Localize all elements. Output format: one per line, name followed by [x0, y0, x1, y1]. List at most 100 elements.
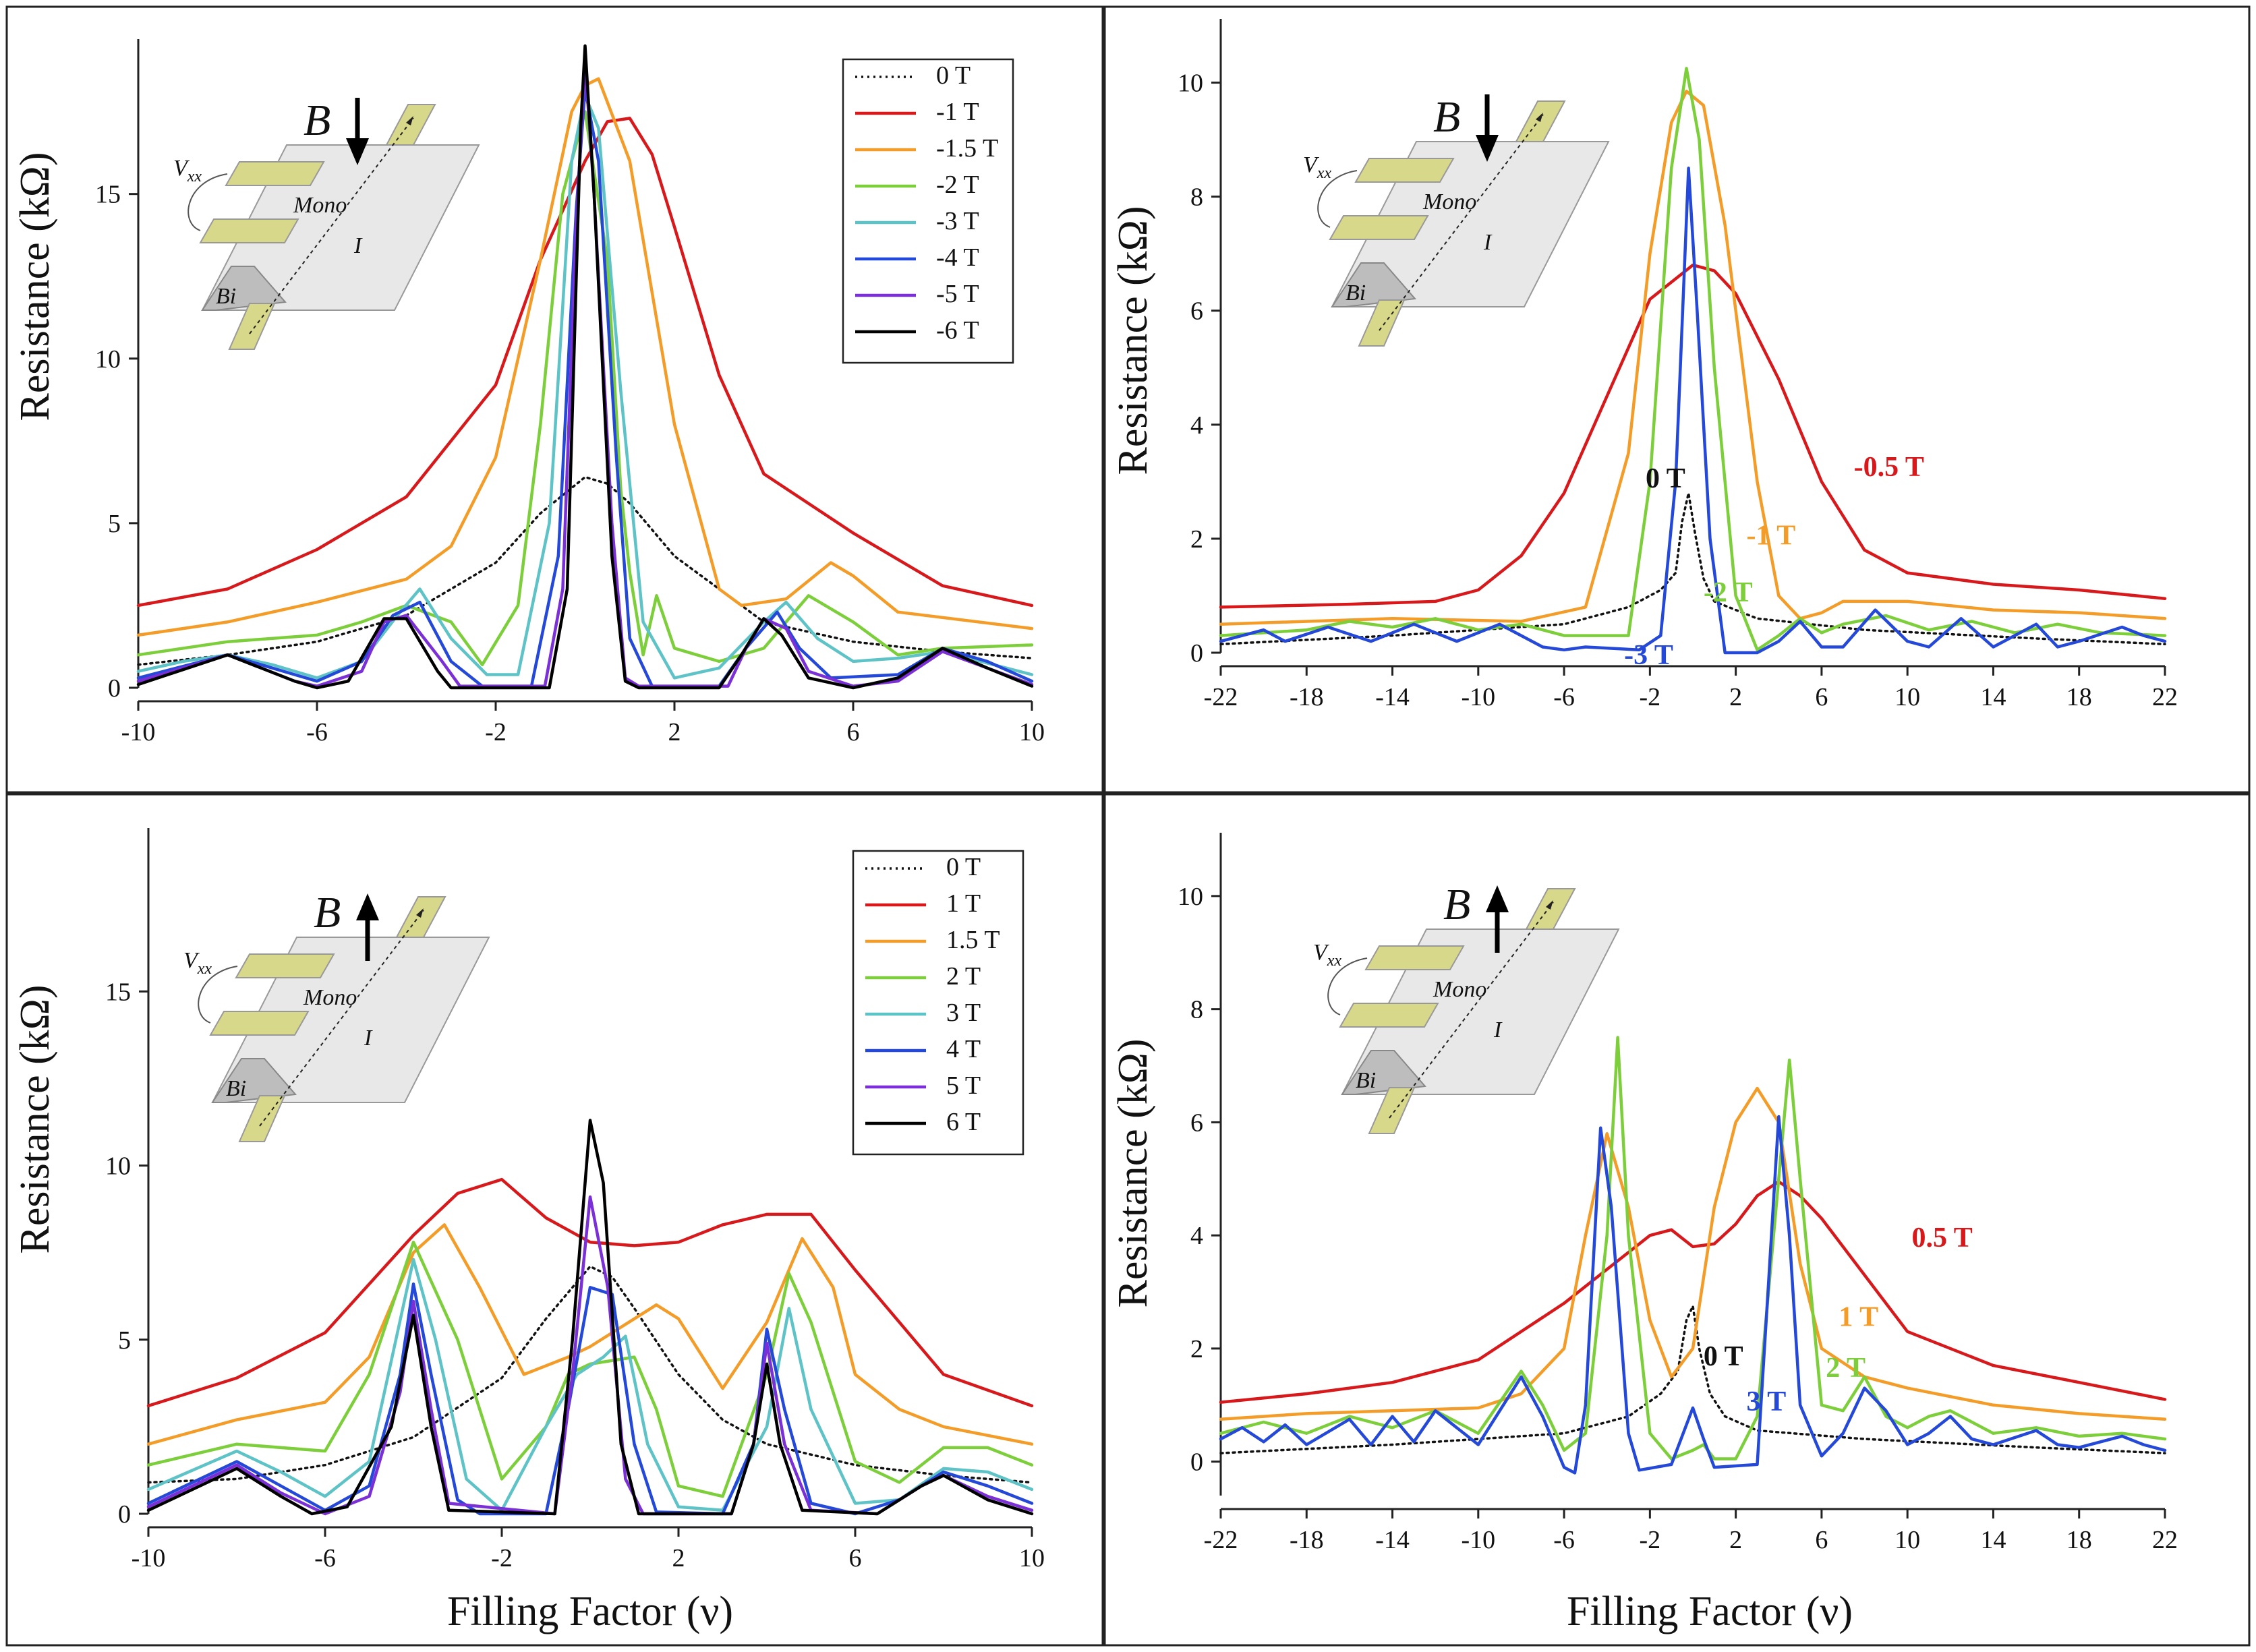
current-label: I: [353, 233, 363, 258]
x-tick-label: -10: [132, 1544, 166, 1572]
y-tick-label: 6: [1190, 297, 1203, 326]
x-tick-label: -18: [1290, 683, 1324, 711]
legend-label: 1 T: [946, 889, 981, 918]
legend-label: 6 T: [946, 1108, 981, 1136]
x-tick-label: 6: [847, 718, 860, 746]
x-tick-label: 14: [1980, 1526, 2006, 1554]
y-tick-label: 8: [1190, 996, 1203, 1024]
x-tick-label: -18: [1290, 1526, 1324, 1554]
y-tick-label: 15: [95, 181, 121, 209]
field-arrow-up-icon: [1486, 885, 1509, 912]
x-tick-label: -6: [1553, 683, 1575, 711]
device-contact-pad: [1339, 1003, 1439, 1028]
y-tick-label: 4: [1190, 1222, 1203, 1250]
current-path-line: [1379, 114, 1544, 331]
x-tick-label: -6: [314, 1544, 336, 1572]
y-axis-title-top-left: Resistance (kΩ): [12, 152, 58, 421]
mono-label: Mono: [293, 193, 347, 218]
x-tick-label: 2: [1729, 1526, 1742, 1554]
mono-label: Mono: [303, 985, 357, 1010]
curve-annotation: 1 T: [1839, 1301, 1878, 1332]
panel-top-right: -22 -18 -14 -10 -6 -2 2 6 10 14 18 220246810VxxMono…: [1178, 19, 2178, 711]
y-tick-label: 10: [1178, 883, 1203, 911]
vxx-subscript: xx: [1317, 165, 1332, 182]
curve-annotation: -1 T: [1747, 520, 1796, 551]
series-line-2T: [146, 1240, 1034, 1498]
legend-label: 5 T: [946, 1071, 981, 1100]
curve-annotation: 0 T: [1646, 463, 1685, 494]
current-path-line: [249, 117, 414, 334]
device-monolayer: [211, 937, 490, 1103]
current-path-line: [1389, 902, 1554, 1119]
x-tick-label: 14: [1980, 683, 2006, 711]
y-axis-title-bottom-right: Resistance (kΩ): [1110, 1038, 1156, 1307]
panel-frame-bottom-left: [5, 793, 1104, 1647]
legend-label: 2 T: [946, 962, 981, 991]
series-line-0T: [1219, 492, 2166, 646]
legend-box: [852, 850, 1024, 1156]
series-line--6T: [136, 44, 1034, 690]
y-tick-label: 10: [105, 1152, 131, 1181]
voltage-probe-wire: [1317, 170, 1358, 228]
series-line--2T: [136, 110, 1034, 667]
panel-frame-bottom-right: [1103, 793, 2251, 1647]
x-tick-label: -2: [485, 718, 507, 746]
x-tick-label: -14: [1375, 1526, 1410, 1554]
field-arrow-up-icon: [356, 893, 379, 920]
device-monolayer: [1341, 928, 1620, 1095]
y-tick-label: 15: [105, 978, 131, 1006]
device-contact-pad: [1364, 945, 1465, 970]
legend-label: -1 T: [936, 98, 979, 126]
series-line-1T: [146, 1177, 1034, 1408]
x-tick-label: 18: [2066, 683, 2092, 711]
device-contact-pad: [1354, 158, 1455, 183]
series-line-6T: [146, 1119, 1034, 1516]
x-tick-label: 22: [2152, 683, 2178, 711]
legend-label: 0 T: [936, 61, 971, 90]
y-axis-title-bottom-left: Resistance (kΩ): [12, 984, 58, 1253]
x-tick-label: -14: [1375, 683, 1410, 711]
x-tick-label: 22: [2152, 1526, 2178, 1554]
field-label: B: [1443, 880, 1470, 929]
voltage-probe-wire: [198, 966, 238, 1024]
y-tick-label: 0: [108, 674, 121, 703]
legend-label: -4 T: [936, 243, 979, 272]
y-tick-label: 4: [1190, 411, 1203, 440]
series-line-1p5T: [146, 1223, 1034, 1446]
y-tick-label: 6: [1190, 1109, 1203, 1137]
series-line-3T: [1219, 1115, 2167, 1475]
mono-label: Mono: [1433, 977, 1486, 1002]
series-line--1T: [1219, 89, 2167, 626]
x-tick-label: -6: [306, 718, 328, 746]
y-tick-label: 5: [108, 510, 121, 538]
current-arrow-icon: [1546, 900, 1553, 910]
y-tick-label: 2: [1190, 525, 1203, 554]
x-tick-label: 6: [1815, 683, 1828, 711]
bi-label: Bi: [1356, 1068, 1376, 1093]
device-contact-pad: [1329, 215, 1429, 240]
x-axis-title-bottom-left: Filling Factor (ν): [447, 1589, 733, 1634]
y-tick-label: 5: [118, 1326, 131, 1355]
x-tick-label: 10: [1019, 718, 1045, 746]
x-tick-label: -2: [1640, 683, 1661, 711]
legend-label: 0 T: [946, 853, 981, 881]
curve-annotation: 0 T: [1704, 1341, 1743, 1372]
current-arrow-icon: [1536, 113, 1543, 122]
bi-label: Bi: [226, 1076, 246, 1101]
x-tick-label: -22: [1204, 683, 1238, 711]
curve-annotation: -3 T: [1624, 640, 1673, 671]
field-arrow-down-icon: [346, 138, 369, 165]
legend-label: -5 T: [936, 280, 979, 308]
current-label: I: [1493, 1017, 1503, 1042]
legend-label: 4 T: [946, 1035, 981, 1063]
vxx-subscript: xx: [197, 960, 212, 978]
device-contact-pad: [225, 161, 325, 186]
x-tick-label: -10: [1461, 683, 1495, 711]
x-tick-label: 2: [668, 718, 681, 746]
x-tick-label: 10: [1019, 1544, 1045, 1572]
